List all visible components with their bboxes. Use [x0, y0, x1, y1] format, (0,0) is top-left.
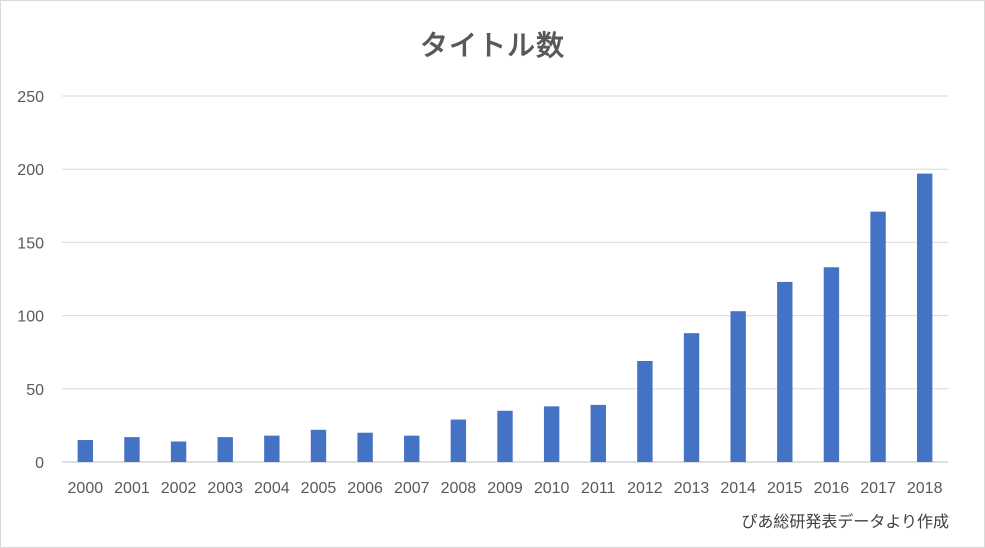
x-tick-label: 2013 — [674, 480, 710, 497]
source-note: ぴあ総研発表データより作成 — [741, 512, 949, 531]
x-tick-label: 2016 — [814, 480, 850, 497]
bar-2010 — [543, 406, 560, 462]
x-tick-label: 2007 — [394, 480, 430, 497]
bar-2012 — [637, 360, 653, 462]
bars — [77, 173, 933, 463]
x-tick-label: 2011 — [581, 480, 616, 497]
x-tick-label: 2003 — [207, 480, 243, 497]
bar-2005 — [310, 429, 327, 462]
bar-2001 — [124, 437, 140, 462]
y-axis-ticks: 0 50 100 150 200 250 — [17, 89, 44, 472]
bar-2004 — [264, 435, 280, 462]
chart-title: タイトル数 — [419, 29, 565, 62]
bar-2006 — [357, 432, 373, 462]
bar-2016 — [823, 267, 840, 462]
x-tick-label: 2010 — [534, 480, 570, 497]
bar-2003 — [217, 437, 233, 462]
x-tick-label: 2008 — [441, 480, 477, 497]
y-tick-label: 150 — [17, 235, 44, 252]
bar-2011 — [590, 404, 606, 462]
bar-2017 — [870, 211, 886, 462]
x-tick-label: 2000 — [68, 480, 104, 497]
x-tick-label: 2012 — [627, 480, 663, 497]
y-tick-label: 250 — [17, 89, 44, 106]
x-tick-label: 2009 — [487, 480, 523, 497]
x-tick-label: 2006 — [347, 480, 383, 497]
bar-2015 — [777, 281, 793, 462]
x-tick-label: 2018 — [907, 480, 943, 497]
x-axis-ticks: 2000 2001 2002 2003 2004 2005 2006 2007 2008 2009… — [68, 480, 943, 497]
bar-2014 — [730, 311, 746, 462]
x-tick-label: 2014 — [720, 480, 756, 497]
x-tick-label: 2017 — [860, 480, 896, 497]
y-tick-label: 50 — [26, 382, 44, 399]
x-tick-label: 2015 — [767, 480, 803, 497]
y-tick-label: 200 — [17, 162, 44, 179]
x-tick-label: 2004 — [254, 480, 290, 497]
x-tick-label: 2005 — [301, 480, 337, 497]
bar-2002 — [170, 441, 187, 462]
gridlines — [62, 95, 948, 463]
bar-2000 — [77, 440, 94, 462]
bar-2008 — [450, 419, 467, 462]
bar-2007 — [404, 435, 420, 462]
y-tick-label: 100 — [17, 309, 44, 326]
bar-2009 — [497, 410, 513, 462]
bar-2013 — [683, 333, 700, 462]
x-tick-label: 2002 — [161, 480, 197, 497]
x-tick-label: 2001 — [114, 480, 150, 497]
bar-2018 — [916, 173, 933, 463]
y-tick-label: 0 — [35, 455, 44, 472]
